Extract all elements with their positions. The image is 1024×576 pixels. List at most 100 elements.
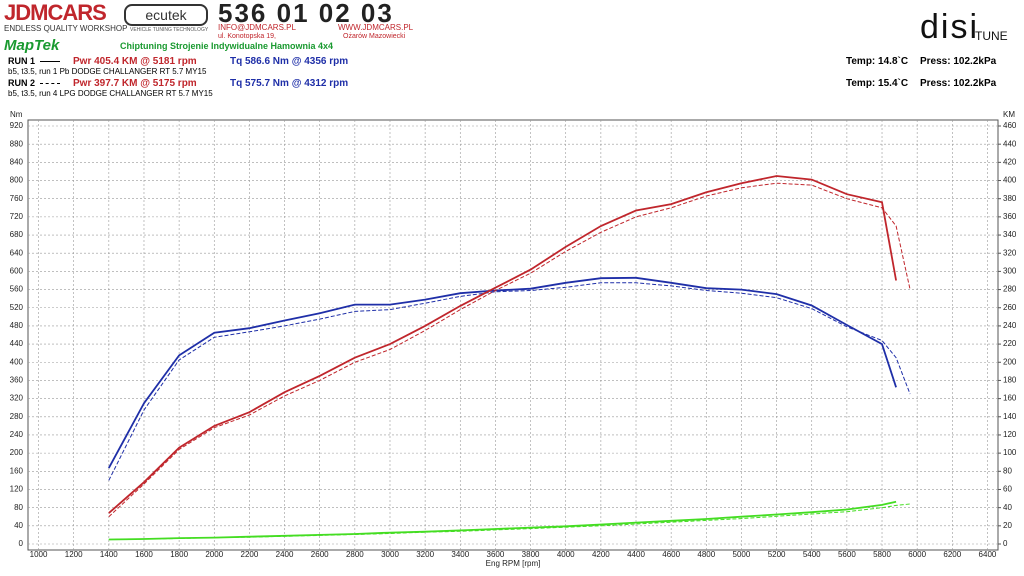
run-desc: b5, t3.5, run 4 LPG DODGE CHALLANGER RT … xyxy=(8,89,213,98)
y2-tick-label: 100 xyxy=(1003,448,1017,457)
y2-tick-label: 20 xyxy=(1003,521,1012,530)
x-tick-label: 3600 xyxy=(487,550,505,559)
logo-sub: ENDLESS QUALITY WORKSHOP xyxy=(4,24,128,33)
logo-tune: TUNE xyxy=(975,29,1008,43)
x-axis-title: Eng RPM [rpm] xyxy=(486,559,541,568)
y2-tick-label: 300 xyxy=(1003,267,1017,276)
x-tick-label: 3200 xyxy=(416,550,434,559)
x-tick-label: 3400 xyxy=(451,550,469,559)
y2-tick-label: 0 xyxy=(1003,539,1008,548)
y-tick-label: 400 xyxy=(10,357,24,366)
y2-tick-label: 340 xyxy=(1003,230,1017,239)
x-tick-label: 1000 xyxy=(30,550,48,559)
y-tick-label: 560 xyxy=(10,285,24,294)
y-tick-label: 520 xyxy=(10,303,24,312)
logo-ecutek: ecutek xyxy=(124,4,208,26)
y-tick-label: 0 xyxy=(19,539,24,548)
run-press: Press: 102.2kPa xyxy=(920,56,997,67)
x-tick-label: 5800 xyxy=(873,550,891,559)
y2-tick-label: 420 xyxy=(1003,157,1017,166)
series-line xyxy=(108,276,897,469)
x-tick-label: 1200 xyxy=(65,550,83,559)
y2-tick-label: 180 xyxy=(1003,376,1017,385)
run-label: RUN 1 xyxy=(8,56,36,66)
run-label: RUN 2 xyxy=(8,78,36,88)
y2-tick-label: 280 xyxy=(1003,285,1017,294)
x-tick-label: 2400 xyxy=(276,550,294,559)
series-line xyxy=(108,175,897,514)
x-tick-label: 5200 xyxy=(768,550,786,559)
ecutek-sub: VEHICLE TUNING TECHNOLOGY xyxy=(130,27,209,33)
run-temp: Temp: 15.4`C xyxy=(846,78,909,89)
x-tick-label: 3800 xyxy=(522,550,540,559)
y-tick-label: 280 xyxy=(10,412,24,421)
run-line xyxy=(40,83,60,84)
y-tick-label: 320 xyxy=(10,394,24,403)
y2-tick-label: 320 xyxy=(1003,248,1017,257)
phone: 536 01 02 03 xyxy=(218,0,394,28)
y2-tick-label: 120 xyxy=(1003,430,1017,439)
y-tick-label: 760 xyxy=(10,194,24,203)
y2-tick-label: 220 xyxy=(1003,339,1017,348)
y-tick-label: 720 xyxy=(10,212,24,221)
y2-tick-label: 140 xyxy=(1003,412,1017,421)
y-tick-label: 600 xyxy=(10,267,24,276)
run-power: Pwr 397.7 KM @ 5175 rpm xyxy=(73,78,197,89)
x-tick-label: 1600 xyxy=(135,550,153,559)
series-line xyxy=(108,503,911,540)
y2-tick-label: 400 xyxy=(1003,176,1017,185)
logo-disi: disi xyxy=(920,8,980,46)
run-temp: Temp: 14.8`C xyxy=(846,56,909,67)
y-tick-label: 120 xyxy=(10,485,24,494)
x-tick-label: 4200 xyxy=(592,550,610,559)
run-desc: b5, t3.5, run 1 Pb DODGE CHALLANGER RT 5… xyxy=(8,67,207,76)
x-tick-label: 4400 xyxy=(627,550,645,559)
slogan: Chiptuning Strojenie Indywidualne Hamown… xyxy=(120,41,334,51)
run-torque: Tq 586.6 Nm @ 4356 rpm xyxy=(230,56,349,67)
y2-tick-label: 260 xyxy=(1003,303,1017,312)
y-tick-label: 680 xyxy=(10,230,24,239)
city: Ożarów Mazowiecki xyxy=(343,33,406,40)
x-tick-label: 6200 xyxy=(943,550,961,559)
y-tick-label: 160 xyxy=(10,466,24,475)
email: INFO@JDMCARS.PL xyxy=(218,23,296,32)
y2-tick-label: 200 xyxy=(1003,357,1017,366)
y2-tick-label: 360 xyxy=(1003,212,1017,221)
series-line xyxy=(108,500,897,541)
y-tick-label: 840 xyxy=(10,157,24,166)
run-line xyxy=(40,61,60,62)
x-tick-label: 3000 xyxy=(381,550,399,559)
x-tick-label: 6000 xyxy=(908,550,926,559)
y-tick-label: 360 xyxy=(10,376,24,385)
y-axis-title: Nm xyxy=(10,110,23,119)
y-tick-label: 40 xyxy=(14,521,23,530)
y-tick-label: 880 xyxy=(10,139,24,148)
run-press: Press: 102.2kPa xyxy=(920,78,997,89)
plot-frame xyxy=(27,119,999,551)
x-tick-label: 4600 xyxy=(662,550,680,559)
series-line xyxy=(108,182,911,518)
y2-tick-label: 380 xyxy=(1003,194,1017,203)
x-tick-label: 5400 xyxy=(803,550,821,559)
y2-tick-label: 60 xyxy=(1003,485,1012,494)
y-tick-label: 920 xyxy=(10,121,24,130)
y-tick-label: 480 xyxy=(10,321,24,330)
y2-axis-title: KM xyxy=(1003,110,1015,119)
x-tick-label: 1800 xyxy=(170,550,188,559)
x-tick-label: 1400 xyxy=(100,550,118,559)
logo-jdm: JDMCARS xyxy=(4,0,107,25)
x-tick-label: 5600 xyxy=(838,550,856,559)
x-tick-label: 2600 xyxy=(311,550,329,559)
y-tick-label: 800 xyxy=(10,176,24,185)
x-tick-label: 4000 xyxy=(557,550,575,559)
y2-tick-label: 460 xyxy=(1003,121,1017,130)
y-tick-label: 80 xyxy=(14,503,23,512)
y2-tick-label: 240 xyxy=(1003,321,1017,330)
x-tick-label: 2000 xyxy=(205,550,223,559)
y2-tick-label: 440 xyxy=(1003,139,1017,148)
y2-tick-label: 80 xyxy=(1003,466,1012,475)
x-tick-label: 2200 xyxy=(241,550,259,559)
